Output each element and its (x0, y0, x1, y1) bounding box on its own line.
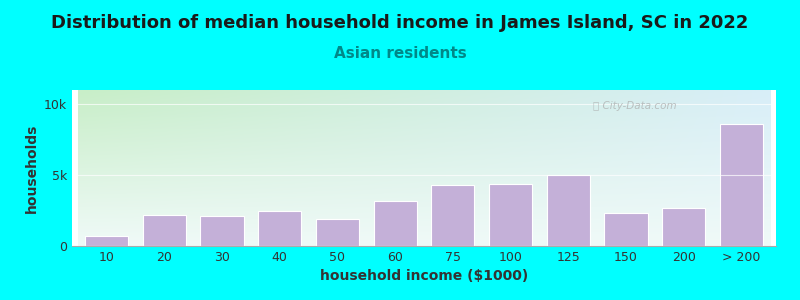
Bar (546, 175, 590, 246)
Text: Distribution of median household income in James Island, SC in 2022: Distribution of median household income … (51, 14, 749, 32)
Text: Ⓢ City-Data.com: Ⓢ City-Data.com (594, 100, 677, 111)
Bar (200, 216, 244, 246)
Bar (142, 215, 186, 246)
Y-axis label: households: households (25, 123, 38, 213)
Bar (316, 219, 359, 246)
Bar (431, 185, 474, 246)
X-axis label: household income ($1000): household income ($1000) (320, 269, 528, 284)
Bar (604, 213, 648, 246)
Bar (489, 184, 532, 246)
Text: Asian residents: Asian residents (334, 46, 466, 62)
Bar (374, 201, 417, 246)
Bar (258, 211, 302, 246)
Bar (720, 124, 763, 246)
Bar (662, 208, 706, 246)
Bar (85, 236, 128, 246)
